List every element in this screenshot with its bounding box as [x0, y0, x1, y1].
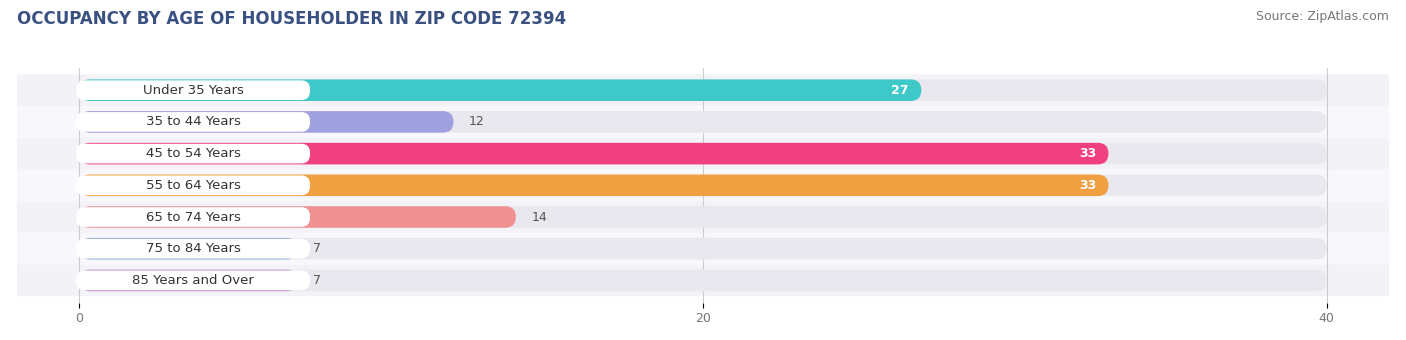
Text: 27: 27 [891, 84, 908, 97]
Text: 12: 12 [470, 115, 485, 129]
FancyBboxPatch shape [76, 112, 311, 132]
Text: 75 to 84 Years: 75 to 84 Years [146, 242, 240, 255]
Text: 14: 14 [531, 210, 547, 223]
FancyBboxPatch shape [79, 143, 1108, 164]
FancyBboxPatch shape [76, 239, 311, 258]
FancyBboxPatch shape [79, 270, 1327, 291]
FancyBboxPatch shape [17, 169, 1389, 201]
FancyBboxPatch shape [76, 144, 311, 164]
Text: Source: ZipAtlas.com: Source: ZipAtlas.com [1256, 10, 1389, 23]
FancyBboxPatch shape [76, 271, 311, 290]
FancyBboxPatch shape [79, 111, 454, 133]
FancyBboxPatch shape [76, 80, 311, 100]
FancyBboxPatch shape [79, 206, 1327, 228]
FancyBboxPatch shape [79, 111, 1327, 133]
Text: 65 to 74 Years: 65 to 74 Years [146, 210, 240, 223]
FancyBboxPatch shape [17, 233, 1389, 265]
FancyBboxPatch shape [79, 80, 921, 101]
Text: 35 to 44 Years: 35 to 44 Years [146, 115, 240, 129]
FancyBboxPatch shape [79, 238, 298, 259]
Text: 7: 7 [314, 274, 321, 287]
FancyBboxPatch shape [79, 238, 1327, 259]
FancyBboxPatch shape [17, 138, 1389, 169]
Text: 33: 33 [1078, 147, 1095, 160]
Text: Under 35 Years: Under 35 Years [142, 84, 243, 97]
Text: 85 Years and Over: 85 Years and Over [132, 274, 254, 287]
Text: 33: 33 [1078, 179, 1095, 192]
Text: 7: 7 [314, 242, 321, 255]
FancyBboxPatch shape [17, 74, 1389, 106]
FancyBboxPatch shape [79, 174, 1108, 196]
FancyBboxPatch shape [17, 106, 1389, 138]
FancyBboxPatch shape [79, 80, 1327, 101]
Text: OCCUPANCY BY AGE OF HOUSEHOLDER IN ZIP CODE 72394: OCCUPANCY BY AGE OF HOUSEHOLDER IN ZIP C… [17, 10, 567, 28]
FancyBboxPatch shape [79, 174, 1327, 196]
FancyBboxPatch shape [76, 175, 311, 195]
FancyBboxPatch shape [76, 207, 311, 227]
Text: 55 to 64 Years: 55 to 64 Years [146, 179, 240, 192]
FancyBboxPatch shape [79, 270, 298, 291]
Text: 45 to 54 Years: 45 to 54 Years [146, 147, 240, 160]
FancyBboxPatch shape [17, 201, 1389, 233]
FancyBboxPatch shape [79, 143, 1327, 164]
FancyBboxPatch shape [17, 265, 1389, 296]
FancyBboxPatch shape [79, 206, 516, 228]
